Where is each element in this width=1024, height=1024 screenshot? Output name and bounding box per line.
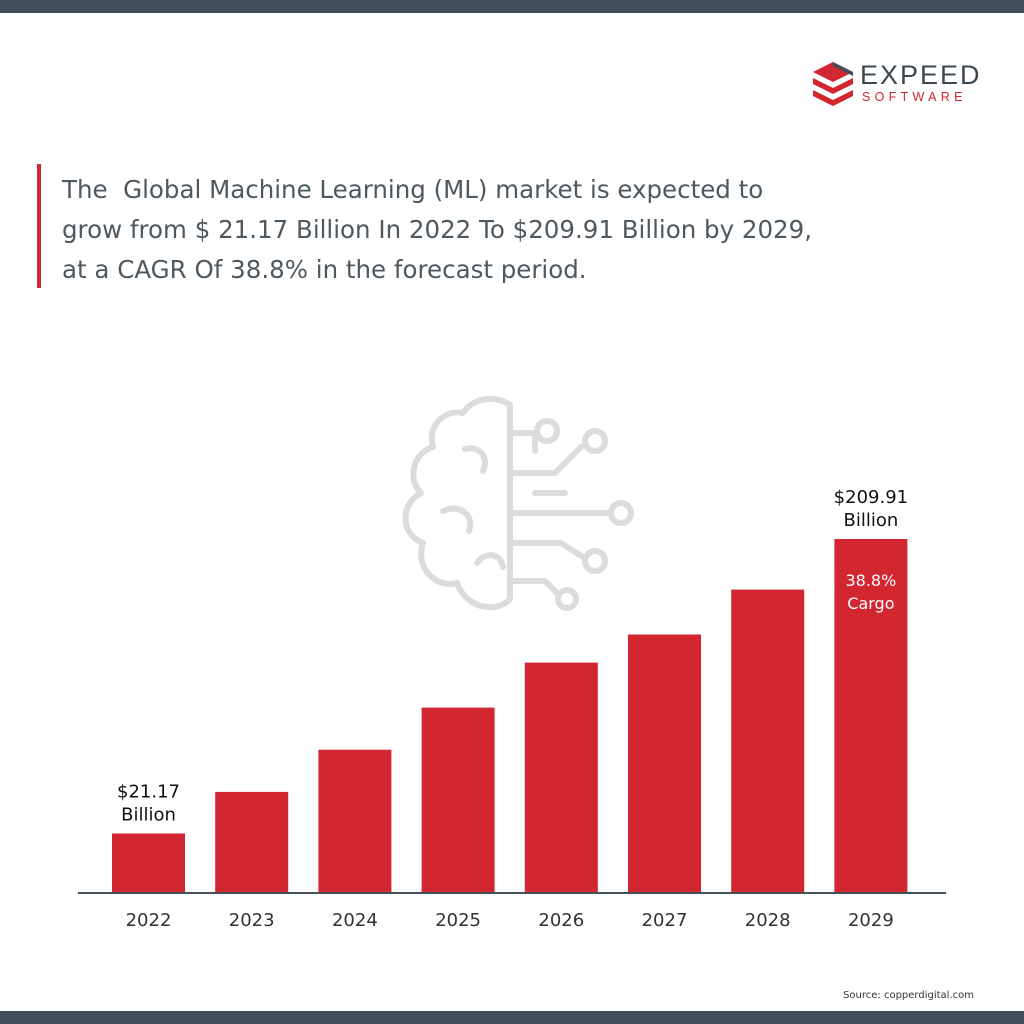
headline-text: The Global Machine Learning (ML) market …: [62, 175, 813, 284]
x-tick-label-2023: 2023: [229, 910, 275, 931]
brand-subtitle: SOFTWARE: [862, 90, 967, 104]
x-tick-label-2029: 2029: [848, 910, 894, 931]
data-label-2022-line-0: $21.17: [117, 782, 180, 803]
x-tick-label-2028: 2028: [745, 910, 791, 931]
bar-2024: [318, 749, 392, 893]
bar-2025: [421, 707, 495, 893]
x-tick-label-2024: 2024: [332, 910, 378, 931]
x-tick-label-2022: 2022: [126, 910, 172, 931]
logo-mark-icon: [813, 62, 853, 106]
bar-2027: [628, 634, 701, 893]
data-label-2029-inside-line-1: Cargo: [847, 594, 894, 613]
data-label-2029-line-1: Billion: [844, 510, 899, 531]
source-text: Source: copperdigital.com: [843, 990, 974, 1001]
x-tick-label-2025: 2025: [435, 910, 481, 931]
bar-2022: [112, 833, 185, 893]
top-bar: [0, 0, 1024, 13]
brand-name: EXPEED: [860, 60, 982, 90]
headline-accent-rule: [37, 164, 41, 288]
data-label-2029-line-0: $209.91: [834, 487, 908, 508]
data-label-2029-inside-line-0: 38.8%: [845, 571, 896, 590]
brain-circuit-icon: [402, 395, 634, 611]
brand-logo: EXPEED SOFTWARE: [810, 58, 985, 112]
bottom-bar: [0, 1011, 1024, 1024]
data-label-2022-line-1: Billion: [121, 805, 176, 826]
bar-2029: [834, 539, 908, 893]
x-tick-label-2026: 2026: [538, 910, 584, 931]
bar-2028: [731, 589, 805, 893]
bar-2023: [215, 791, 289, 893]
x-tick-label-2027: 2027: [642, 910, 688, 931]
bar-2026: [524, 662, 598, 893]
